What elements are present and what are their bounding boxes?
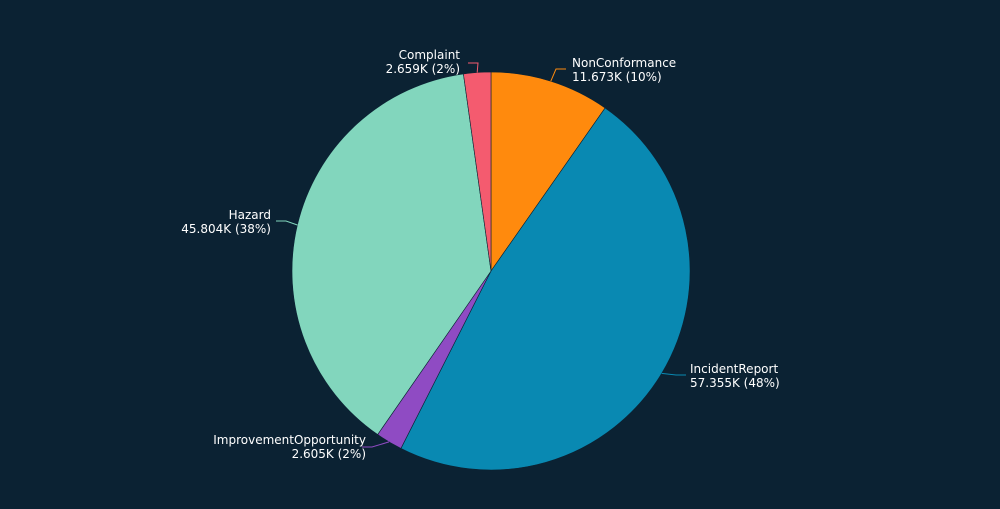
leader-line-complaint [468,62,479,73]
slice-label-value: 57.355K (48%) [690,376,780,390]
slice-label-value: 2.659K (2%) [386,62,460,76]
pie-slice-incidentreport[interactable] [400,107,691,471]
leader-line-nonconformance [550,68,566,82]
slice-label-value: 11.673K (10%) [572,70,662,84]
leader-line-incidentreport [661,372,686,376]
slice-label-value: 2.605K (2%) [292,447,366,461]
slice-label-name: Hazard [229,208,271,222]
slice-label-name: IncidentReport [690,362,778,376]
leader-line-improvementopportunity [362,441,390,448]
leader-lines-layer [276,62,686,448]
pie-slice-nonconformance[interactable] [490,71,606,272]
slice-label-name: Complaint [399,48,461,62]
slice-label-name: ImprovementOpportunity [213,433,366,447]
slice-label-name: NonConformance [572,56,676,70]
pie-slice-hazard[interactable] [291,73,492,435]
leader-line-hazard [276,220,298,226]
slices-layer [291,71,691,471]
slice-label-value: 45.804K (38%) [181,222,271,236]
